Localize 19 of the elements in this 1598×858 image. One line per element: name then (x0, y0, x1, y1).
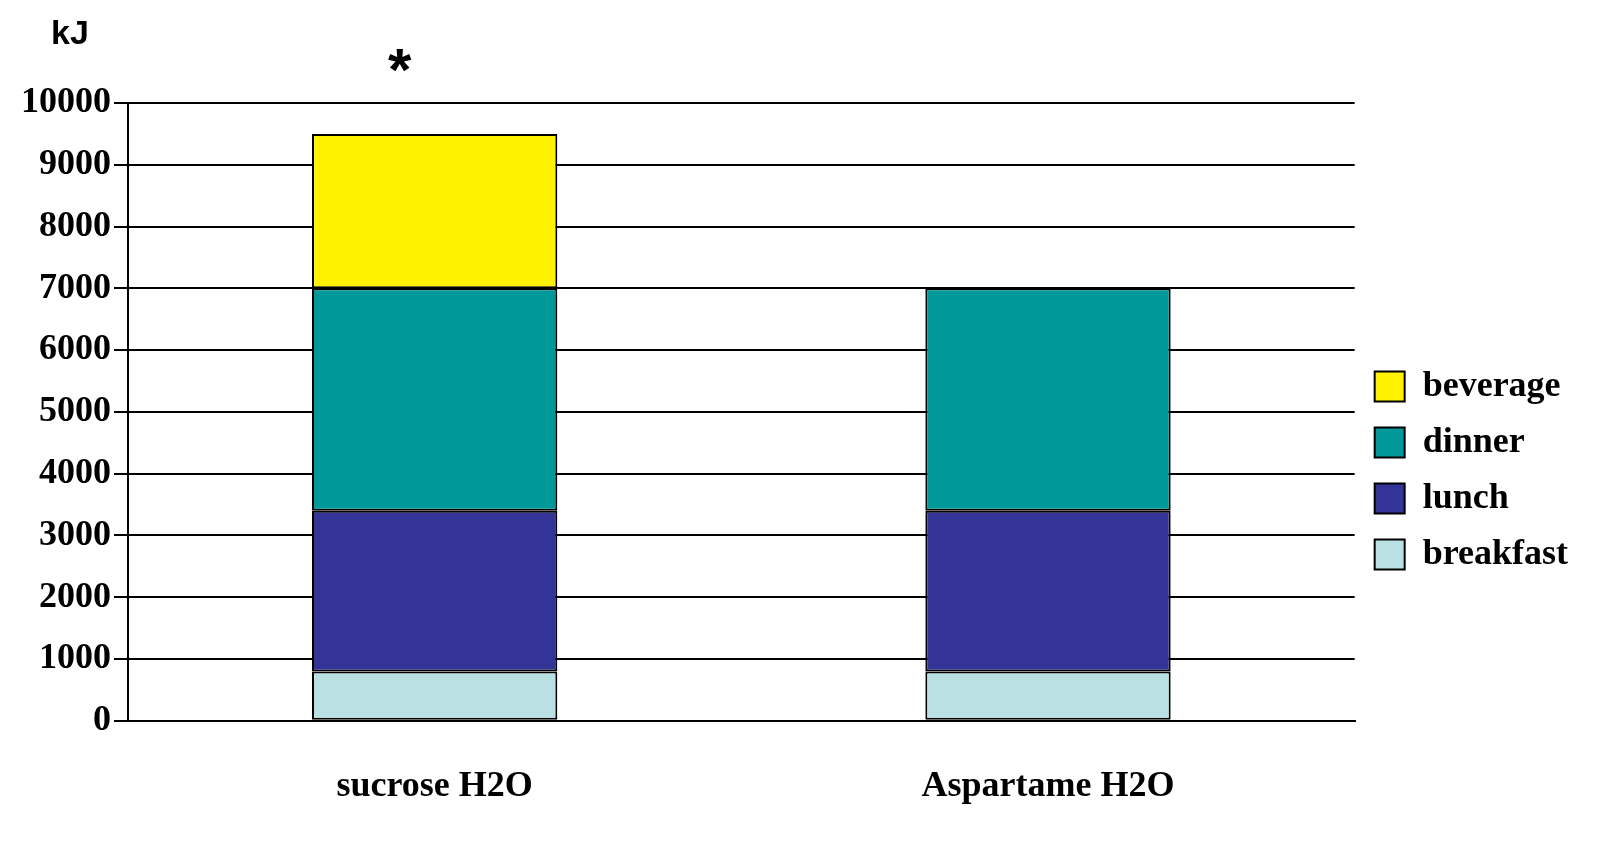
x-tick-label: Aspartame H2O (921, 763, 1175, 804)
text: * (387, 35, 412, 103)
legend-label: lunch (1422, 475, 1509, 516)
legend-label: breakfast (1422, 531, 1569, 572)
y-tick-label: 0 (93, 698, 111, 739)
y-tick-label: 1000 (39, 636, 111, 677)
y-tick-label: 7000 (39, 265, 111, 306)
y-tick-label: 4000 (39, 450, 111, 491)
y-tick-label: 9000 (39, 142, 111, 183)
y-axis-title: kJ (51, 13, 89, 52)
y-tick-label: 6000 (39, 327, 111, 368)
y-tick-label: 8000 (39, 203, 111, 244)
legend-label: beverage (1422, 363, 1561, 404)
y-tick-label: 5000 (39, 389, 111, 430)
y-tick-label: 2000 (39, 574, 111, 615)
y-tick-label: 3000 (39, 512, 111, 553)
x-tick-label: sucrose H2O (336, 763, 533, 804)
legend-label: dinner (1422, 419, 1525, 460)
y-tick-label: 10000 (21, 80, 111, 121)
